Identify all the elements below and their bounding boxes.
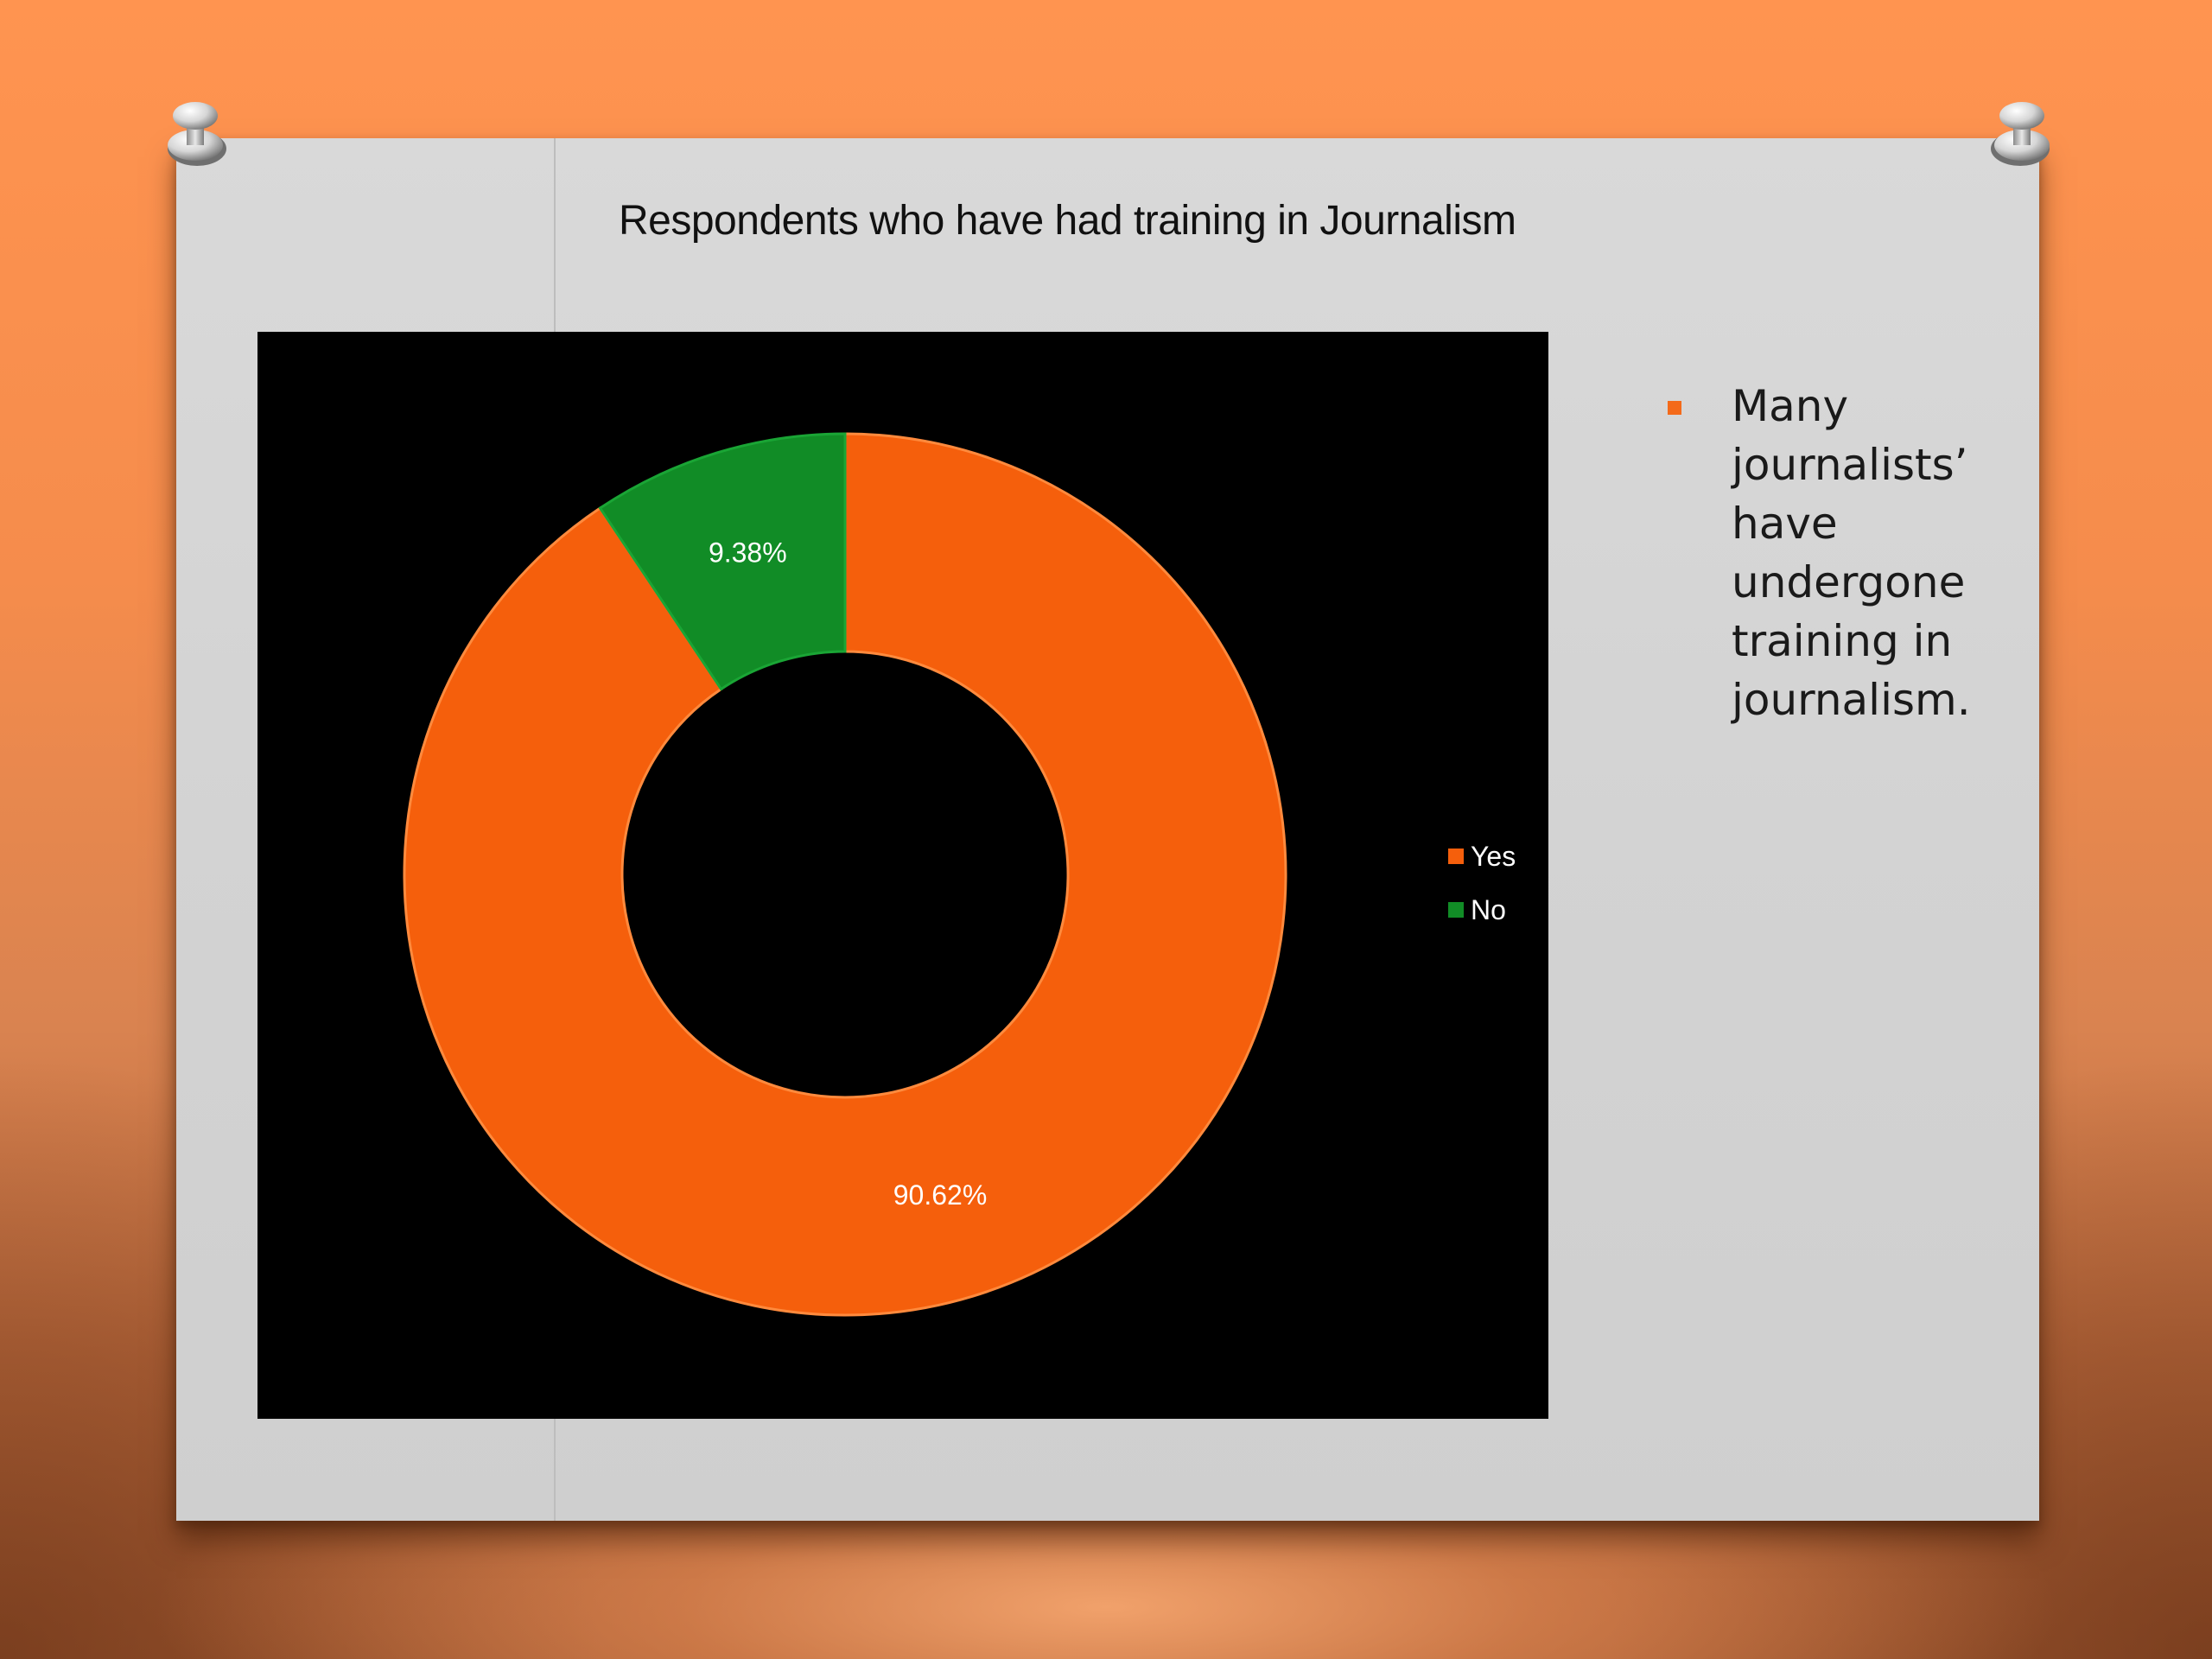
bullet-square-icon [1668, 401, 1681, 415]
legend-item-yes: Yes [1448, 830, 1516, 883]
pushpin-right-icon [1991, 102, 2050, 166]
donut-chart: 90.62% 9.38% [403, 432, 1287, 1317]
chart-title: Respondents who have had training in Jou… [619, 198, 1516, 244]
bullet-note-text: Many journalists’ have undergone trainin… [1732, 381, 1971, 725]
data-label-no: 9.38% [709, 537, 787, 569]
chart-legend: Yes No [1448, 830, 1516, 937]
data-label-yes: 90.62% [893, 1179, 988, 1211]
legend-label-no: No [1471, 893, 1506, 925]
legend-item-no: No [1448, 883, 1516, 937]
chart-area: 90.62% 9.38% Yes No [257, 332, 1548, 1419]
slice-yes [403, 432, 1287, 1317]
legend-label-yes: Yes [1471, 840, 1516, 872]
slice-no [598, 432, 847, 691]
legend-swatch-no [1448, 902, 1464, 918]
legend-swatch-yes [1448, 849, 1464, 864]
pushpin-left-icon [168, 102, 226, 166]
